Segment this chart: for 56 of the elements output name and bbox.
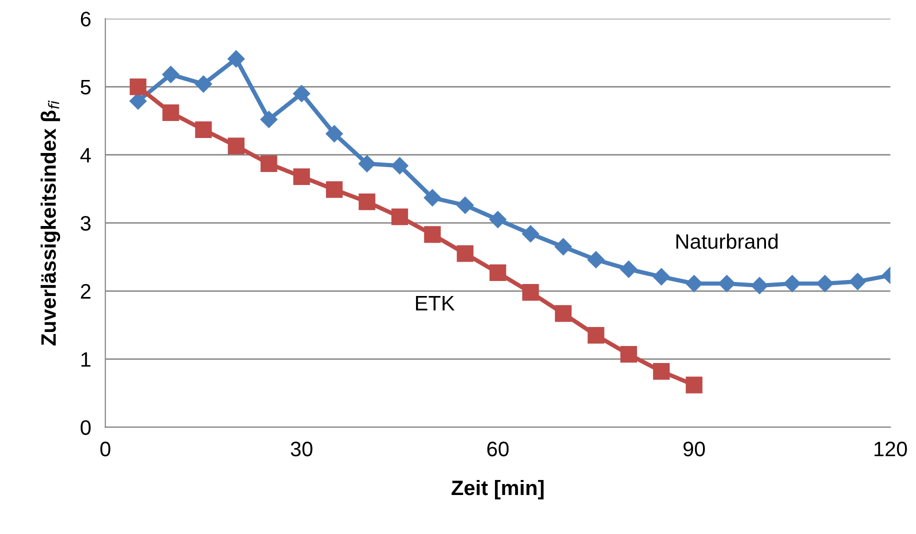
point xyxy=(554,238,572,256)
x-axis-title: Zeit [min] xyxy=(452,480,544,500)
y-axis-title: Zuverlässigkeitsindex β$_{fi}$ xyxy=(40,100,60,346)
y-tick-label: 5 xyxy=(80,80,91,95)
y-tick-label: 6 xyxy=(80,12,91,26)
point xyxy=(228,138,245,154)
point xyxy=(358,194,376,210)
y-tick-label: 0 xyxy=(80,420,91,435)
point xyxy=(522,284,539,301)
point xyxy=(391,157,408,174)
point xyxy=(522,225,540,242)
point xyxy=(652,268,670,286)
point xyxy=(260,155,278,172)
point xyxy=(620,346,638,363)
point xyxy=(228,50,245,68)
point xyxy=(424,189,441,206)
point xyxy=(750,277,768,294)
point xyxy=(194,76,212,93)
point xyxy=(326,125,343,142)
x-tick-label: 60 xyxy=(487,442,509,456)
point xyxy=(162,66,180,84)
point xyxy=(849,272,866,290)
point xyxy=(718,274,736,292)
point xyxy=(620,260,638,278)
point xyxy=(293,168,310,185)
point xyxy=(554,305,572,322)
x-tick-label: 0 xyxy=(100,442,110,456)
point xyxy=(358,155,376,172)
y-tick-label: 2 xyxy=(80,284,90,299)
point xyxy=(490,264,506,281)
point xyxy=(326,181,343,198)
point xyxy=(260,110,278,128)
y-tick-label: 1 xyxy=(81,352,90,367)
point xyxy=(489,210,506,228)
x-tick-label: 120 xyxy=(874,442,907,456)
point xyxy=(456,196,474,214)
series-label: ETK xyxy=(416,296,455,310)
point xyxy=(130,78,146,96)
point xyxy=(162,104,180,121)
point xyxy=(587,251,605,268)
point xyxy=(424,226,441,243)
point xyxy=(391,208,408,226)
point xyxy=(588,326,604,344)
point xyxy=(653,363,670,380)
point xyxy=(686,376,702,394)
series-label: Naturbrand xyxy=(676,234,778,249)
point xyxy=(816,274,834,292)
y-tick-label: 3 xyxy=(80,216,91,231)
point xyxy=(784,274,801,292)
point xyxy=(456,245,474,262)
point xyxy=(293,85,310,102)
point xyxy=(195,121,212,138)
x-tick-label: 90 xyxy=(683,442,705,456)
y-tick-label: 4 xyxy=(80,148,91,162)
x-tick-label: 30 xyxy=(290,442,312,456)
point xyxy=(686,274,703,292)
